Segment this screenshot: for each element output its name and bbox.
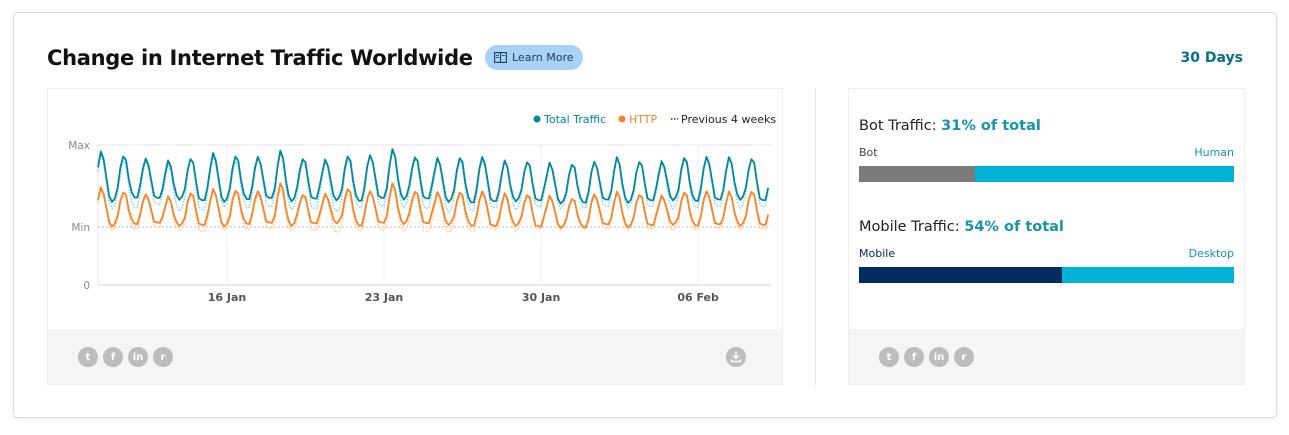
bot-traffic-title: Bot Traffic: 31% of total (859, 118, 1041, 134)
traffic-line-chart: Max Min 0 16 Jan 23 Jan 30 Jan 06 Feb Total Tra… (68, 113, 776, 304)
mobile-label: Mobile (859, 247, 896, 260)
twitter-icon[interactable]: t (879, 347, 899, 367)
twitter-icon[interactable]: t (78, 347, 98, 367)
share-icons: t f in r (879, 347, 974, 367)
linkedin-icon[interactable]: in (929, 347, 949, 367)
x-tick-label: 06 Feb (677, 291, 719, 304)
reddit-icon[interactable]: r (954, 347, 974, 367)
bot-traffic-pct: 31% of total (941, 118, 1041, 134)
y-tick-label: Min (71, 222, 90, 234)
period-selector[interactable]: 30 Days (1180, 50, 1243, 66)
linkedin-icon[interactable]: in (128, 347, 148, 367)
mobile-traffic-metric: Mobile Traffic: 54% of total Mobile Desk… (859, 219, 1234, 283)
desktop-bar-segment (1061, 267, 1234, 283)
series-line-http (97, 182, 770, 229)
download-icon[interactable] (726, 347, 746, 367)
learn-more-button[interactable]: Learn More (485, 45, 583, 70)
summary-panel: Bot Traffic: 31% of total Bot Human Mobi… (848, 88, 1245, 385)
share-icons: t f in r (78, 347, 173, 367)
reddit-icon[interactable]: r (153, 347, 173, 367)
chart-panel: Max Min 0 16 Jan 23 Jan 30 Jan 06 Feb Total Tra… (47, 88, 783, 385)
x-tick-label: 30 Jan (522, 291, 560, 304)
x-tick-label: 16 Jan (208, 291, 246, 304)
desktop-label: Desktop (1188, 247, 1234, 260)
x-tick-label: 23 Jan (365, 291, 403, 304)
bot-human-bar (859, 166, 1234, 182)
mobile-bar-segment (859, 267, 1062, 283)
panel-divider (815, 88, 816, 385)
bot-label: Bot (859, 146, 878, 159)
traffic-card: Change in Internet Traffic Worldwide Lea… (13, 12, 1277, 418)
bot-bar-segment (859, 166, 976, 182)
learn-more-label: Learn More (512, 51, 574, 64)
human-label: Human (1194, 146, 1234, 159)
legend-swatch-http (618, 115, 626, 123)
facebook-icon[interactable]: f (904, 347, 924, 367)
legend-label-total: Total Traffic (543, 113, 606, 126)
bot-traffic-metric: Bot Traffic: 31% of total Bot Human (859, 118, 1234, 182)
book-icon (494, 52, 507, 63)
y-tick-label: Max (68, 140, 90, 152)
legend-swatch-total (533, 115, 541, 123)
series-line-total (97, 148, 770, 205)
human-bar-segment (975, 166, 1234, 182)
mobile-desktop-bar (859, 267, 1234, 283)
series-line-http-prev (97, 186, 769, 234)
legend-label-prev: Previous 4 weeks (681, 113, 776, 126)
page-title: Change in Internet Traffic Worldwide (47, 46, 473, 70)
facebook-icon[interactable]: f (103, 347, 123, 367)
mobile-traffic-pct: 54% of total (964, 219, 1064, 235)
y-tick-label: 0 (83, 280, 90, 292)
summary-footer: t f in r (849, 329, 1244, 384)
chart-footer: t f in r (48, 329, 782, 384)
mobile-traffic-title: Mobile Traffic: 54% of total (859, 219, 1064, 235)
legend-label-http: HTTP (629, 113, 658, 126)
